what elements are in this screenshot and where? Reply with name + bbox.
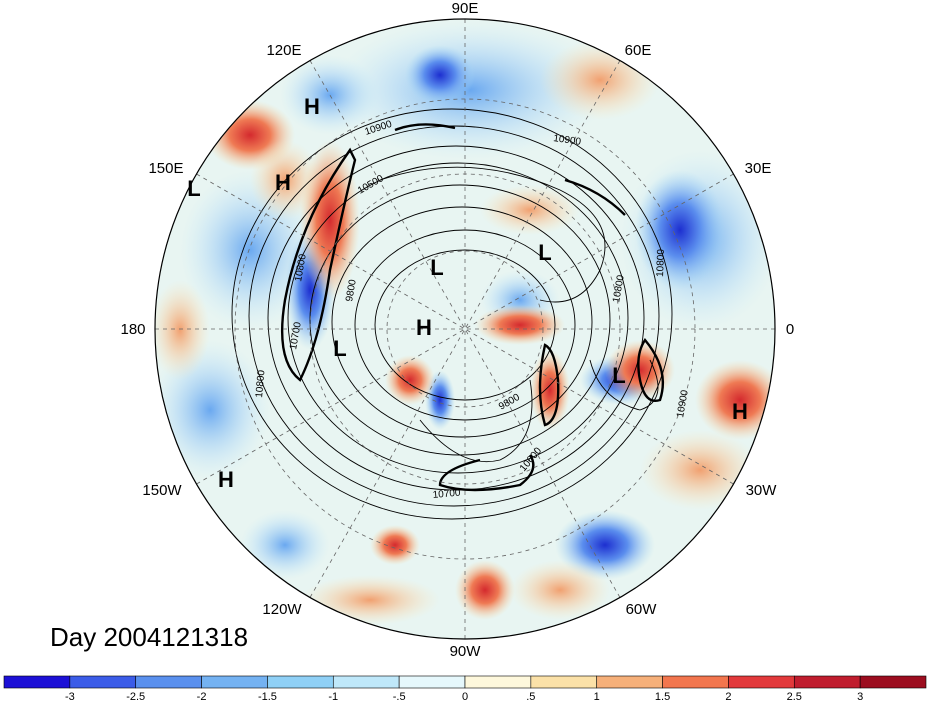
colorbar-tick-label: 2.5: [787, 691, 802, 702]
contour-label: 10700: [432, 488, 461, 501]
lon-label-60e: 60E: [625, 42, 652, 59]
colorbar-swatch: [728, 675, 795, 689]
contour-label: 10800: [254, 369, 267, 398]
pressure-center: H: [416, 315, 432, 340]
contour-label: 10700: [288, 321, 304, 351]
lon-label-30e: 30E: [745, 160, 772, 177]
pressure-center: L: [333, 336, 346, 361]
pressure-center: H: [218, 467, 234, 492]
colorbar-tick-label: -1.5: [258, 691, 277, 702]
pressure-center: L: [612, 363, 625, 388]
colorbar-tick-label: 1.5: [655, 691, 670, 702]
colorbar-swatch: [332, 675, 400, 689]
pressure-center: H: [304, 94, 320, 119]
contour-label: 9800: [344, 278, 359, 302]
colorbar-swatch: [3, 675, 71, 689]
contour-label: 10800: [293, 253, 309, 283]
colorbar-tick-label: 2: [725, 691, 731, 702]
height-contours: [231, 108, 673, 520]
colorbar: -3 -2.5 -2 -1.5 -1 -.5 0 .5 1 1.5 2 2.5 3: [3, 675, 927, 702]
colorbar-tick-label: 0: [462, 691, 468, 702]
day-label: Day 2004121318: [50, 622, 248, 652]
lon-label-120e: 120E: [266, 42, 301, 59]
pressure-center: H: [275, 170, 291, 195]
lon-label-150e: 150E: [148, 160, 183, 177]
colorbar-tick-label: -3: [65, 691, 75, 702]
colorbar-swatch: [596, 675, 663, 689]
lon-label-0: 0: [786, 321, 794, 338]
lon-label-30w: 30W: [746, 482, 778, 499]
colorbar-tick-label: .5: [526, 691, 535, 702]
pressure-center: H: [732, 399, 748, 424]
colorbar-swatch: [69, 675, 137, 689]
contour-label: 10800: [655, 248, 667, 277]
pressure-center: L: [430, 255, 443, 280]
colorbar-tick-label: -.5: [393, 691, 406, 702]
colorbar-swatch: [859, 675, 927, 689]
contour-label: 10900: [675, 389, 691, 419]
colorbar-swatch: [793, 675, 861, 689]
colorbar-tick-label: -2: [197, 691, 207, 702]
colorbar-swatch: [201, 675, 268, 689]
lon-label-90e: 90E: [452, 0, 479, 17]
contour-label: 10900: [553, 133, 583, 148]
lon-label-180: 180: [120, 321, 145, 338]
lon-label-60w: 60W: [626, 601, 658, 618]
colorbar-tick-label: 1: [594, 691, 600, 702]
lon-label-90w: 90W: [450, 643, 482, 660]
colorbar-tick-label: -2.5: [126, 691, 145, 702]
pressure-center: L: [187, 176, 200, 201]
jet-contours: [280, 123, 664, 492]
pressure-center: L: [538, 240, 551, 265]
colorbar-swatch: [135, 675, 202, 689]
map-boundary: [154, 18, 776, 640]
contour-label: 10800: [611, 274, 627, 304]
lon-label-150w: 150W: [142, 482, 182, 499]
map-grid: [155, 19, 775, 639]
colorbar-swatch: [398, 675, 466, 689]
colorbar-swatch: [267, 675, 334, 689]
colorbar-swatch: [464, 675, 532, 689]
colorbar-swatch: [530, 675, 598, 689]
colorbar-tick-label: 3: [857, 691, 863, 702]
colorbar-swatch: [662, 675, 729, 689]
lon-label-120w: 120W: [262, 601, 302, 618]
colorbar-tick-label: -1: [328, 691, 338, 702]
